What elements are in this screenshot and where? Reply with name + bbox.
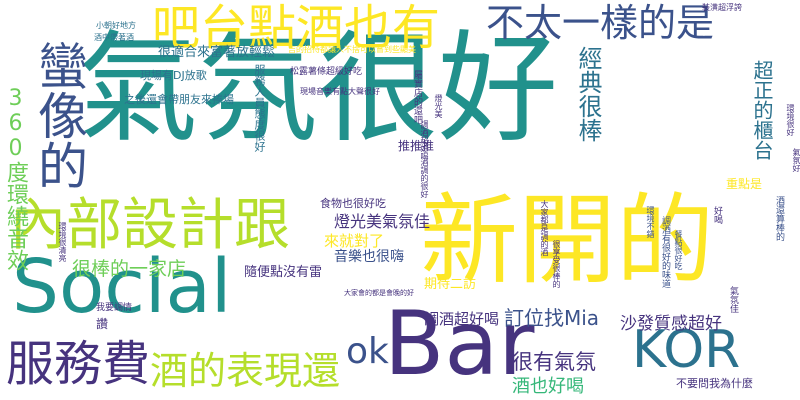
word: 音樂也很嗨 bbox=[334, 249, 404, 265]
word: 調酒超好喝 bbox=[420, 120, 429, 160]
word: 蠻像的 bbox=[30, 40, 88, 190]
word: 現場有DJ放歌 bbox=[140, 69, 207, 82]
word: 不太一樣的是 bbox=[486, 1, 715, 45]
word: 燈光美氣氛佳 bbox=[334, 212, 431, 231]
word: 酒中帶著酒 bbox=[94, 33, 134, 42]
word: 調酒有很好的味道 bbox=[660, 216, 670, 288]
word: 我要調情 bbox=[96, 303, 133, 313]
word: 新開的 bbox=[420, 184, 715, 298]
word: 酒也好喝 bbox=[512, 376, 584, 397]
word: 隨便點沒有雷 bbox=[244, 265, 323, 280]
word: 訂位找Mia bbox=[504, 306, 600, 330]
word: 屬實店的還吧 bbox=[412, 70, 422, 124]
word: 吉的招待都讓人不捨可以嘗到些顯美 bbox=[288, 45, 416, 54]
word: 服務人員態度很好 bbox=[253, 64, 266, 152]
word: 超正的櫃台 bbox=[750, 60, 774, 160]
word: 不要問我為什麼 bbox=[676, 377, 753, 390]
word: 餐點很好吃 bbox=[674, 230, 683, 270]
word: 食物也很好吃 bbox=[320, 197, 386, 210]
word: 調酒超好喝 bbox=[424, 310, 500, 328]
word: 讚 bbox=[96, 317, 109, 331]
word: 經典很棒 bbox=[574, 46, 602, 142]
word: 沙發質感超好 bbox=[620, 314, 722, 334]
word: 重點是 bbox=[726, 177, 763, 191]
word: 來就對了 bbox=[324, 232, 385, 250]
word: 燈光美 bbox=[434, 94, 443, 118]
word: ok bbox=[346, 331, 389, 372]
word: 之後還會帶朋友來捧場 bbox=[124, 93, 234, 106]
word: 推推推 bbox=[398, 139, 435, 153]
word: 大家會的都是會晚的好 bbox=[344, 289, 414, 297]
word: 好喝 bbox=[712, 206, 722, 224]
word: 裝潢超浮誇 bbox=[702, 3, 742, 12]
word: Social bbox=[12, 244, 232, 330]
word: 環境很好 bbox=[786, 104, 795, 136]
word: 很適合來富著放輕鬆 bbox=[158, 45, 276, 60]
word: 酒的表現還 bbox=[150, 349, 341, 393]
word: 環境不錯 bbox=[646, 206, 655, 238]
word: 現場音樂有點大聲很好 bbox=[300, 87, 380, 96]
word: 大家都是調的酒 bbox=[540, 200, 549, 256]
word: 內部設計跟 bbox=[10, 193, 290, 258]
word: 期待二訪 bbox=[424, 277, 477, 292]
word: KOR bbox=[632, 320, 741, 380]
word: 服務費 bbox=[6, 336, 151, 392]
word: 松露薯條超級好吃 bbox=[290, 67, 363, 77]
word: 氣氛佳 bbox=[728, 286, 738, 313]
word: 環境很清亮 bbox=[58, 222, 67, 262]
word: 小朝好地方 bbox=[96, 21, 136, 30]
word: 吧台點酒也有 bbox=[152, 0, 441, 56]
word: 氣氛很好 bbox=[78, 20, 558, 159]
word: 很享受很棒的 bbox=[552, 240, 561, 288]
word: 360度環繞音效 bbox=[3, 86, 28, 271]
word: 酒調的很好 bbox=[420, 158, 429, 198]
word: Bar bbox=[384, 292, 535, 395]
word: 氣氛好 bbox=[792, 148, 800, 172]
word: 很有氣氛 bbox=[512, 350, 596, 374]
word: 酒還算棒的 bbox=[774, 196, 784, 241]
word: 很棒的一家店 bbox=[72, 258, 187, 280]
